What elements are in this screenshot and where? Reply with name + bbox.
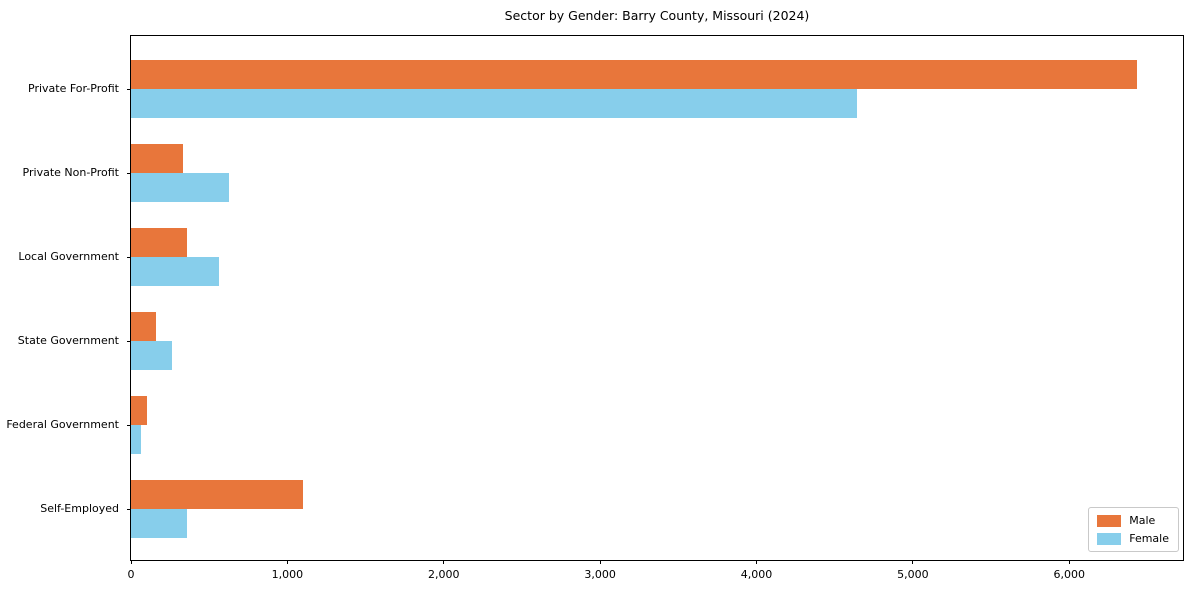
xtick-mark-4000 xyxy=(756,560,758,564)
xtick-mark-5000 xyxy=(912,560,914,564)
ytick-mark-state-government xyxy=(127,340,131,342)
legend-swatch-male-icon xyxy=(1097,514,1122,527)
ytick-label-state-government: State Government xyxy=(17,334,119,347)
bar-female-state-government xyxy=(131,341,172,370)
ytick-label-federal-government: Federal Government xyxy=(6,418,119,431)
bar-female-private-for-profit xyxy=(131,89,857,118)
legend: Male Female xyxy=(1088,507,1179,552)
xtick-mark-3000 xyxy=(599,560,601,564)
legend-swatch-female-icon xyxy=(1097,532,1122,545)
bar-male-private-non-profit xyxy=(131,144,183,173)
xtick-label-2000: 2,000 xyxy=(428,568,460,581)
xtick-mark-0 xyxy=(130,560,132,564)
bar-male-federal-government xyxy=(131,396,147,425)
xtick-label-6000: 6,000 xyxy=(1053,568,1086,581)
ytick-mark-private-for-profit xyxy=(127,88,131,90)
legend-entry-female: Female xyxy=(1097,532,1169,545)
bar-female-private-non-profit xyxy=(131,173,229,202)
xtick-mark-1000 xyxy=(286,560,288,564)
ytick-mark-federal-government xyxy=(127,424,131,426)
bar-male-state-government xyxy=(131,312,157,341)
bar-female-self-employed xyxy=(131,509,187,538)
xtick-label-5000: 5,000 xyxy=(897,568,929,581)
ytick-mark-local-government xyxy=(127,256,131,258)
bar-male-local-government xyxy=(131,228,187,257)
ytick-label-private-non-profit: Private Non-Profit xyxy=(22,166,119,179)
xtick-label-3000: 3,000 xyxy=(584,568,616,581)
xtick-label-0: 0 xyxy=(127,568,135,581)
bar-female-local-government xyxy=(131,257,220,286)
xtick-mark-2000 xyxy=(443,560,445,564)
bar-male-private-for-profit xyxy=(131,60,1137,89)
legend-label-male: Male xyxy=(1129,514,1156,527)
ytick-label-local-government: Local Government xyxy=(18,250,119,263)
legend-label-female: Female xyxy=(1129,532,1169,545)
xtick-label-4000: 4,000 xyxy=(740,568,773,581)
ytick-mark-private-non-profit xyxy=(127,172,131,174)
chart-title: Sector by Gender: Barry County, Missouri… xyxy=(504,8,810,23)
ytick-label-private-for-profit: Private For-Profit xyxy=(28,82,119,95)
xtick-label-1000: 1,000 xyxy=(271,568,304,581)
bar-female-federal-government xyxy=(131,425,142,454)
ytick-mark-self-employed xyxy=(127,508,131,510)
ytick-label-self-employed: Self-Employed xyxy=(40,502,119,515)
xtick-mark-6000 xyxy=(1068,560,1070,564)
plot-area: Private For-Profit Private Non-Profit Loca… xyxy=(6,35,1184,581)
legend-entry-male: Male xyxy=(1097,514,1169,527)
bar-male-self-employed xyxy=(131,480,304,509)
